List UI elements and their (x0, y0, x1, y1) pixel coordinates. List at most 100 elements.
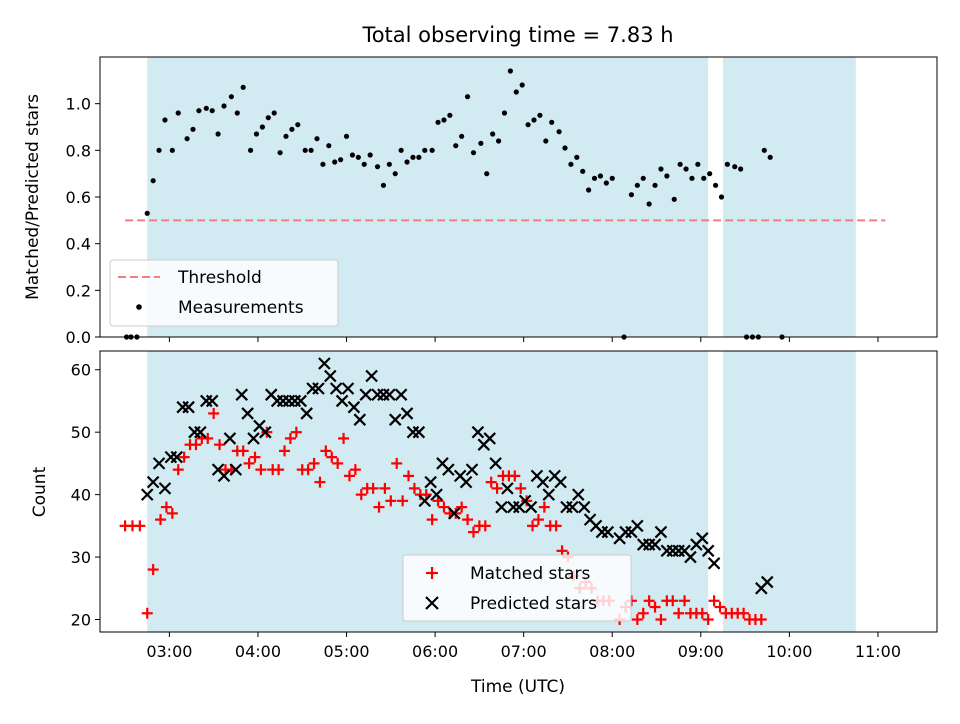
predicted-star-point (324, 369, 337, 383)
predicted-star-point (648, 538, 662, 551)
predicted-star-point (318, 357, 331, 370)
matched-star-point (202, 432, 214, 444)
measurement-point (234, 110, 240, 116)
star-count-points (119, 357, 774, 626)
y-tick-label: 0.0 (66, 328, 91, 347)
matched-star-point (456, 501, 468, 513)
measurement-point (209, 108, 215, 114)
measurement-point (283, 133, 289, 139)
x-axis-label: Time (UTC) (470, 677, 565, 697)
predicted-star-point (217, 469, 231, 483)
measurement-point (470, 150, 477, 156)
measurement-point (634, 182, 640, 188)
matched-star-point (509, 470, 521, 482)
predicted-star-point (760, 575, 774, 589)
shaded-interval (722, 351, 856, 632)
predicted-star-point (418, 494, 432, 508)
matched-star-point (332, 457, 344, 469)
measurement-point (495, 138, 502, 144)
measurement-point (380, 182, 387, 188)
matched-star-point (243, 457, 255, 469)
measurement-point (326, 143, 332, 149)
measurement-point (556, 129, 562, 135)
y-tick-label: 1.0 (66, 95, 91, 114)
predicted-star-point (524, 500, 538, 514)
measurement-point (150, 178, 156, 184)
predicted-star-point (448, 507, 461, 520)
y-tick-label: 40 (71, 486, 91, 505)
legend-predicted-swatch (425, 596, 439, 610)
predicted-star-point (146, 475, 160, 489)
measurement-point (701, 175, 707, 181)
matched-star-point (320, 445, 332, 457)
measurement-point (343, 133, 350, 139)
predicted-star-point (631, 519, 644, 533)
measurement-point (253, 131, 260, 137)
measurement-point (537, 112, 543, 118)
predicted-star-point (170, 450, 184, 464)
matched-star-point (166, 507, 178, 519)
measurement-point (767, 154, 773, 160)
matched-star-point (643, 595, 655, 607)
measurement-point (447, 112, 453, 118)
matched-star-point (702, 614, 714, 626)
matched-star-point (714, 601, 726, 613)
measurement-point (184, 136, 190, 142)
measurement-point (724, 161, 730, 167)
matched-star-point (273, 464, 285, 476)
matched-star-point (491, 482, 503, 494)
matched-star-point (134, 520, 146, 532)
measurement-point (562, 145, 568, 151)
predicted-star-point (152, 457, 166, 470)
measurement-point (459, 133, 465, 139)
top-x-ticks (168, 337, 879, 342)
measurement-point (361, 161, 367, 167)
predicted-star-point (223, 432, 237, 445)
predicted-star-point (430, 488, 443, 501)
measurement-point (392, 171, 398, 177)
y-tick-label: 50 (71, 423, 91, 442)
predicted-star-point (194, 425, 207, 439)
matched-star-point (214, 439, 226, 451)
predicted-star-point (554, 475, 567, 489)
y-tick-label: 30 (71, 548, 91, 567)
matched-star-point (538, 501, 550, 513)
predicted-star-point (465, 463, 479, 476)
matched-star-point (178, 451, 190, 463)
measurement-point (410, 154, 416, 160)
bottom-y-axis-label: Count (30, 466, 50, 517)
matched-star-point (141, 607, 153, 619)
predicted-star-point (335, 394, 349, 408)
measurement-point (597, 173, 604, 179)
measurement-point (367, 152, 373, 158)
matched-star-point (338, 432, 350, 444)
matched-star-point (708, 595, 720, 607)
matched-star-point (403, 470, 415, 482)
bottom-plot-frame (99, 350, 938, 633)
x-tick-label: 06:00 (412, 642, 458, 661)
matched-star-point (155, 514, 167, 526)
measurement-point (349, 152, 356, 158)
matched-star-point (550, 520, 562, 532)
y-tick-label: 0.6 (66, 188, 91, 207)
measurement-point (441, 117, 447, 123)
matched-star-point (343, 470, 355, 482)
matched-star-point (462, 514, 474, 526)
measurement-point (591, 175, 598, 181)
measurement-point (628, 192, 635, 198)
x-tick-label: 05:00 (323, 642, 369, 661)
measurement-point (478, 140, 484, 146)
measurement-point (738, 166, 744, 172)
predicted-star-point (259, 425, 272, 439)
measurement-point (658, 166, 664, 172)
measurement-point (228, 94, 234, 100)
measurement-point (519, 82, 525, 88)
matched-star-point (314, 476, 326, 488)
shaded-interval (722, 57, 856, 337)
predicted-star-point (241, 407, 254, 420)
predicted-star-point (471, 425, 485, 439)
matched-star-point (738, 607, 750, 619)
predicted-star-point (459, 475, 473, 489)
measurement-point (374, 164, 381, 170)
